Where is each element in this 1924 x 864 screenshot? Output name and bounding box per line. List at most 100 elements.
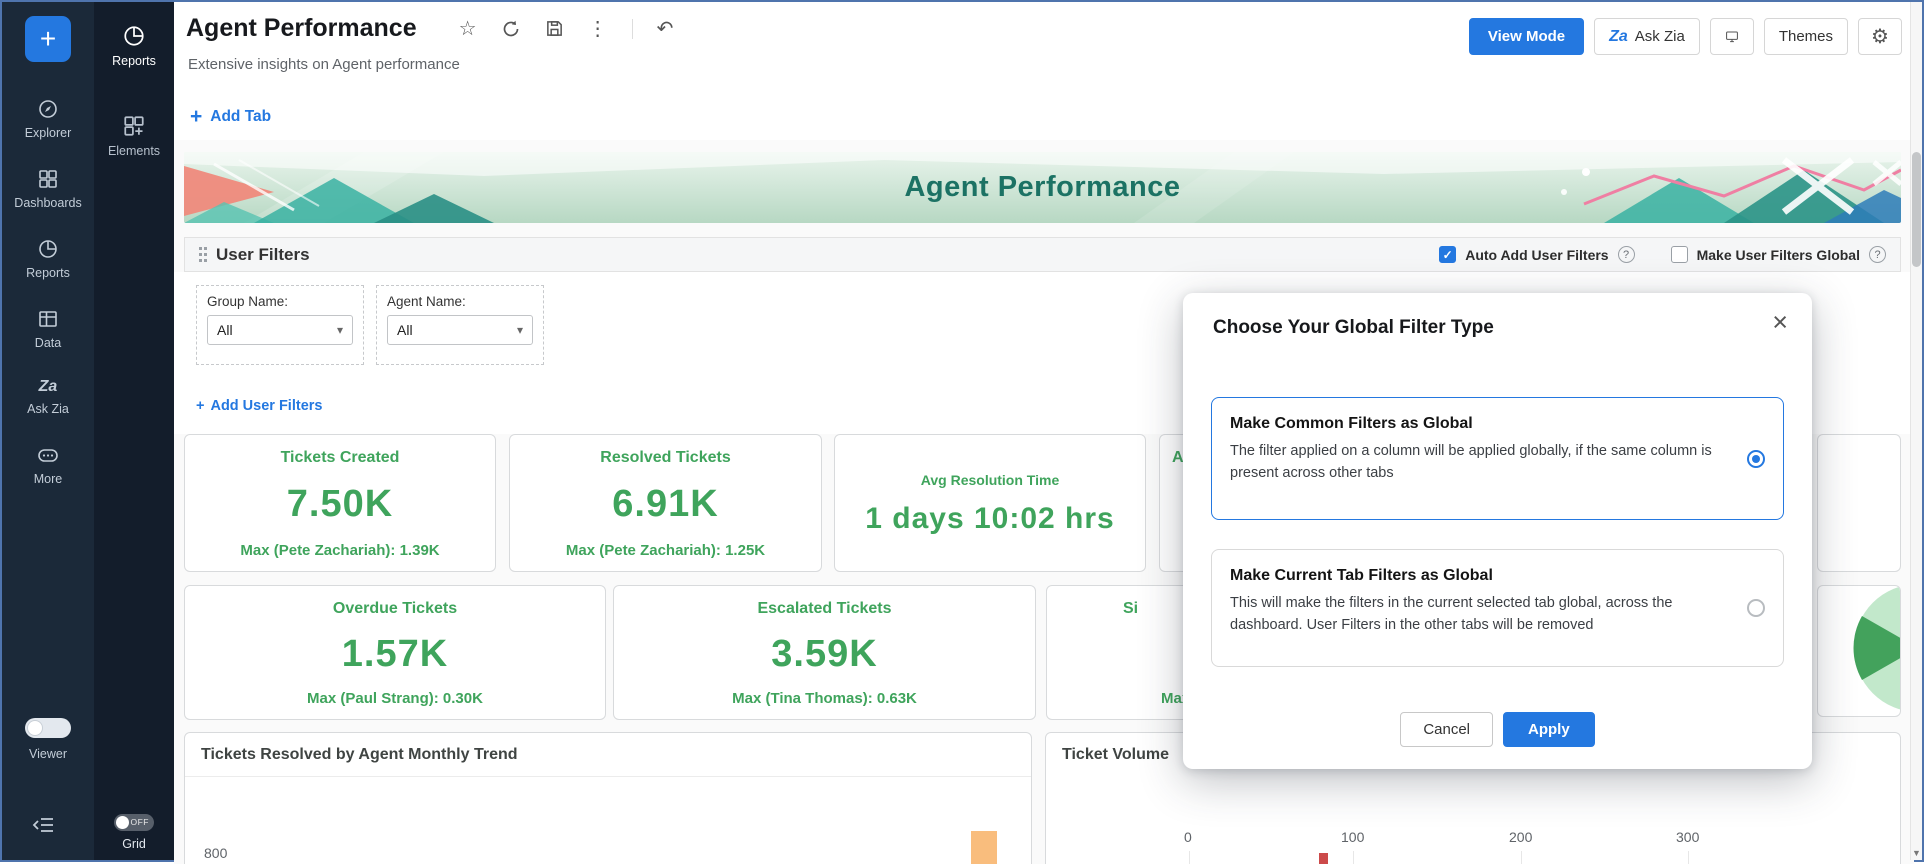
x-axis-tick-label: 300 — [1676, 829, 1699, 845]
gridline — [1688, 851, 1689, 864]
agent-name-value: All — [397, 322, 413, 338]
panel-item-elements[interactable]: Elements — [94, 114, 174, 158]
sidebar-item-more[interactable]: More — [2, 444, 94, 486]
favorite-star-icon[interactable]: ☆ — [459, 19, 477, 39]
group-name-filter: Group Name: All ▾ — [196, 285, 364, 365]
kpi-card-tickets-created: Tickets Created 7.50K Max (Pete Zacharia… — [184, 434, 496, 572]
chart-title: Tickets Resolved by Agent Monthly Trend — [185, 733, 1031, 777]
sidebar-item-label: Dashboards — [14, 196, 81, 210]
add-tab-plus-icon[interactable]: + — [190, 105, 202, 129]
user-filters-options: ✓ Auto Add User Filters ? ✓ Make User Fi… — [1439, 246, 1886, 263]
option-title: Make Common Filters as Global — [1230, 415, 1725, 433]
drag-handle-icon[interactable] — [199, 247, 207, 262]
kpi-card-avg-resolution-time: Avg Resolution Time 1 days 10:02 hrs — [834, 434, 1146, 572]
zia-icon: Za — [39, 378, 58, 396]
sidebar-item-label: More — [34, 472, 62, 486]
card-edge-partially-hidden — [1817, 434, 1901, 572]
radio-button[interactable] — [1747, 450, 1765, 468]
kpi-subtext: Max (Pete Zachariah): 1.25K — [566, 542, 765, 559]
header: Agent Performance ☆ ⋮ ↶ Extensive insigh… — [174, 2, 1914, 94]
plus-icon: + — [196, 398, 204, 414]
kpi-subtext: Max (Tina Thomas): 0.63K — [732, 690, 917, 707]
viewer-toggle[interactable] — [25, 718, 71, 738]
undo-icon[interactable]: ↶ — [657, 19, 674, 39]
option-common-filters-global[interactable]: Make Common Filters as Global The filter… — [1211, 397, 1784, 520]
scroll-down-arrow[interactable]: ▼ — [1911, 848, 1922, 858]
kpi-title: Resolved Tickets — [600, 449, 730, 467]
add-tab-button[interactable]: Add Tab — [210, 108, 271, 126]
kpi-value: 1 days 10:02 hrs — [865, 502, 1114, 536]
save-icon[interactable] — [545, 19, 564, 38]
radio-button[interactable] — [1747, 599, 1765, 617]
user-filters-title: User Filters — [216, 245, 310, 265]
group-name-filter-label: Group Name: — [197, 286, 363, 309]
agent-name-select[interactable]: All ▾ — [387, 315, 533, 345]
user-filters-bar: User Filters ✓ Auto Add User Filters ? ✓… — [184, 237, 1901, 272]
dialog-footer: Cancel Apply — [1183, 712, 1812, 747]
close-icon[interactable]: × — [1772, 309, 1788, 336]
kpi-subtext: Max (Pete Zachariah): 1.39K — [240, 542, 439, 559]
kpi-title-fragment: Si — [1123, 600, 1138, 618]
dashboard-banner: Agent Performance — [184, 152, 1901, 223]
present-mode-button[interactable] — [1710, 18, 1754, 55]
kpi-value: 7.50K — [287, 483, 393, 526]
more-options-kebab-icon[interactable]: ⋮ — [588, 19, 608, 39]
pie-chart-fragment — [1818, 586, 1901, 717]
banner-title: Agent Performance — [184, 152, 1901, 223]
toggle-knob — [116, 816, 129, 829]
option-description: This will make the filters in the curren… — [1230, 593, 1725, 637]
x-axis-tick-label: 100 — [1341, 829, 1364, 845]
cancel-button[interactable]: Cancel — [1400, 712, 1493, 747]
option-description: The filter applied on a column will be a… — [1230, 441, 1725, 485]
option-current-tab-filters-global[interactable]: Make Current Tab Filters as Global This … — [1211, 549, 1784, 667]
data-icon — [37, 308, 59, 330]
page-title: Agent Performance — [186, 14, 417, 43]
check-icon: ✓ — [1443, 248, 1453, 262]
x-axis-tick-label: 200 — [1509, 829, 1532, 845]
refresh-icon[interactable] — [501, 19, 521, 39]
kpi-value: 1.57K — [342, 633, 448, 676]
create-new-button[interactable]: + — [25, 16, 71, 62]
gridline — [1521, 851, 1522, 864]
sidebar-item-label: Explorer — [25, 126, 72, 140]
apply-button[interactable]: Apply — [1503, 712, 1595, 747]
ask-zia-button[interactable]: Za Ask Zia — [1594, 18, 1700, 55]
collapse-sidebar-button[interactable] — [32, 814, 56, 841]
sidebar-item-explorer[interactable]: Explorer — [2, 98, 94, 140]
elements-icon — [122, 114, 146, 138]
help-icon[interactable]: ? — [1869, 246, 1886, 263]
sidebar-item-reports[interactable]: Reports — [2, 238, 94, 280]
dialog-title: Choose Your Global Filter Type — [1213, 317, 1494, 339]
gridline — [1189, 851, 1190, 864]
group-name-value: All — [217, 322, 233, 338]
settings-button[interactable]: ⚙ — [1858, 18, 1902, 55]
grid-toggle[interactable]: OFF — [114, 814, 154, 831]
global-filter-type-dialog: Choose Your Global Filter Type × Make Co… — [1183, 293, 1812, 769]
make-user-filters-global-checkbox[interactable]: ✓ — [1671, 246, 1688, 263]
kpi-title: Avg Resolution Time — [921, 472, 1059, 488]
add-user-filters-link[interactable]: + Add User Filters — [196, 398, 322, 414]
sidebar-item-data[interactable]: Data — [2, 308, 94, 350]
sidebar-item-dashboards[interactable]: Dashboards — [2, 168, 94, 210]
kpi-title-fragment: A — [1172, 449, 1184, 467]
panel-item-reports[interactable]: Reports — [94, 24, 174, 68]
header-actions: View Mode Za Ask Zia Themes ⚙ — [1469, 18, 1902, 55]
kpi-subtext: Max (Paul Strang): 0.30K — [307, 690, 483, 707]
auto-add-user-filters-checkbox[interactable]: ✓ — [1439, 246, 1456, 263]
gear-icon: ⚙ — [1871, 24, 1889, 49]
primary-nav-list: Explorer Dashboards Reports Data Za Ask … — [2, 98, 94, 486]
explorer-icon — [37, 98, 59, 120]
option-title: Make Current Tab Filters as Global — [1230, 567, 1725, 585]
grid-label: Grid — [122, 837, 146, 851]
ask-zia-label: Ask Zia — [1635, 28, 1685, 45]
view-mode-button[interactable]: View Mode — [1469, 18, 1584, 55]
help-icon[interactable]: ? — [1618, 246, 1635, 263]
group-name-select[interactable]: All ▾ — [207, 315, 353, 345]
scrollbar-thumb[interactable] — [1912, 152, 1921, 267]
kpi-value: 3.59K — [771, 633, 877, 676]
chevron-down-icon: ▾ — [337, 323, 343, 337]
sidebar-item-ask-zia[interactable]: Za Ask Zia — [2, 378, 94, 416]
grid-state-label: OFF — [131, 817, 150, 827]
agent-name-filter: Agent Name: All ▾ — [376, 285, 544, 365]
themes-button[interactable]: Themes — [1764, 18, 1848, 55]
